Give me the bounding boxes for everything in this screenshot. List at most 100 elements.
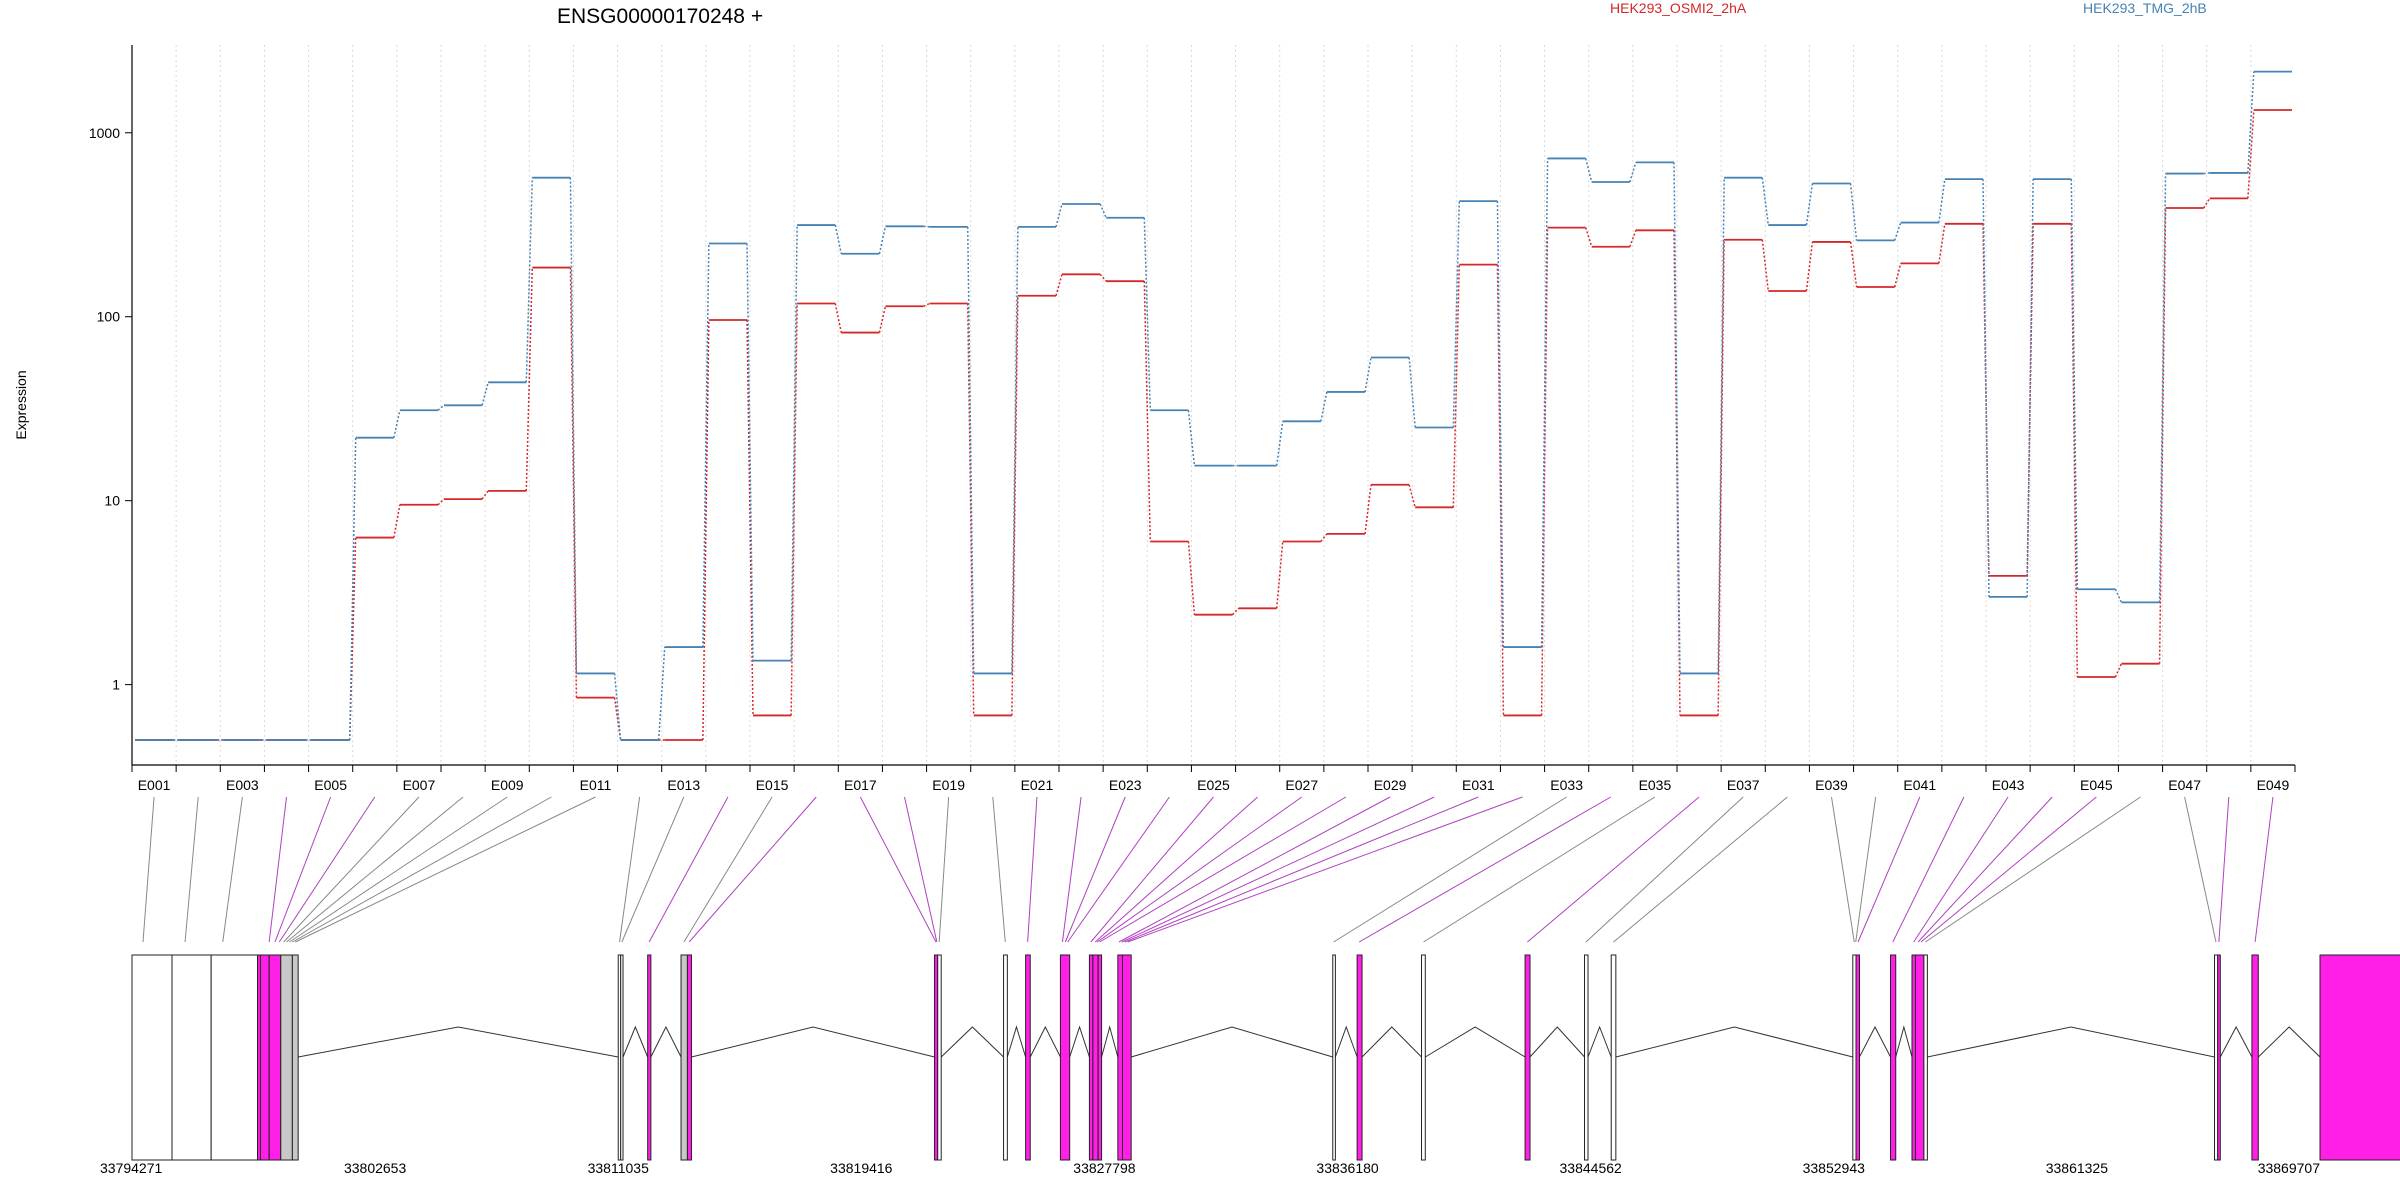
- exon-transition-line: [1982, 179, 1990, 597]
- exon-block: [280, 954, 293, 1161]
- exon-connector: [1917, 796, 2053, 943]
- exon-block: [1524, 954, 1531, 1161]
- exon-transition-line: [2026, 179, 2034, 597]
- y-axis-label: Expression: [13, 370, 29, 439]
- exon-connector: [619, 796, 641, 943]
- x-tick-label: E037: [1727, 777, 1760, 793]
- x-tick-label: E035: [1639, 777, 1672, 793]
- exon-transition-line: [1805, 241, 1814, 292]
- intron-line: [2257, 1026, 2321, 1058]
- exon-transition-line: [437, 404, 445, 411]
- intron-line: [1029, 1025, 1061, 1058]
- chart-title: ENSG00000170248 +: [557, 5, 763, 28]
- exon-connector: [1423, 796, 1656, 943]
- exon-block: [2251, 954, 2259, 1161]
- exon-connector: [2184, 796, 2217, 943]
- exon-transition-line: [569, 177, 578, 674]
- exon-connector: [1585, 796, 1744, 943]
- x-tick-label: E029: [1374, 777, 1407, 793]
- exon-transition-line: [966, 226, 975, 674]
- x-tick-label: E039: [1815, 777, 1848, 793]
- exon-block: [1117, 954, 1123, 1161]
- exon-connector: [184, 796, 199, 943]
- exon-block: [680, 954, 688, 1161]
- exon-block: [1097, 954, 1103, 1161]
- exon-transition-line: [1099, 273, 1107, 282]
- exon-block: [937, 954, 942, 1161]
- x-tick-label: E019: [932, 777, 965, 793]
- x-tick-label: E003: [226, 777, 259, 793]
- exon-connector: [2218, 796, 2230, 943]
- exon-transition-line: [1232, 607, 1240, 616]
- x-tick-label: E047: [2168, 777, 2201, 793]
- x-tick-label: E033: [1550, 777, 1583, 793]
- exon-block: [1890, 954, 1897, 1161]
- exon-connector: [283, 796, 420, 943]
- genomic-coordinate-label: 33836180: [1316, 1160, 1379, 1176]
- exon-transition-line: [1275, 421, 1284, 466]
- exon-connector: [2254, 796, 2274, 943]
- genomic-coordinate-label: 33819416: [830, 1160, 893, 1176]
- exon-transition-line: [657, 647, 666, 741]
- exon-connector: [1094, 796, 1258, 943]
- exon-connector: [274, 796, 332, 943]
- genomic-coordinate-label: 33869707: [2258, 1160, 2321, 1176]
- intron-line: [298, 1026, 619, 1058]
- exon-block: [1923, 954, 1928, 1161]
- legend-series-osmi2: HEK293_OSMI2_2hA: [1610, 0, 1747, 16]
- exon-transition-line: [790, 225, 798, 661]
- exon-block: [620, 954, 624, 1161]
- x-tick-label: E049: [2257, 777, 2290, 793]
- intron-line: [1425, 1026, 1526, 1058]
- exon-transition-line: [1011, 226, 1019, 674]
- genomic-coordinate-label: 33811035: [588, 1160, 649, 1176]
- exon-block: [1421, 954, 1426, 1161]
- exon-connector: [292, 796, 552, 943]
- exon-connector: [904, 796, 938, 943]
- exon-transition-line: [834, 224, 843, 254]
- genomic-coordinate-label: 33852943: [1803, 1160, 1866, 1176]
- exon-transition-line: [1143, 281, 1152, 542]
- exon-block: [2319, 954, 2400, 1161]
- genomic-coordinate-label: 33794271: [100, 1160, 163, 1176]
- gridlines: [175, 45, 2252, 765]
- exon-transition-line: [1320, 533, 1328, 542]
- exon-block: [268, 954, 282, 1161]
- exon-transition-line: [702, 243, 710, 648]
- exon-connector: [268, 796, 287, 943]
- x-tick-label: E017: [844, 777, 877, 793]
- exon-connector: [1925, 796, 2141, 943]
- exon-connector: [1127, 796, 1523, 943]
- exon-transition-line: [393, 410, 401, 438]
- intron-line: [1859, 1025, 1891, 1058]
- exon-transition-line: [348, 437, 357, 741]
- intron-line: [622, 1025, 649, 1058]
- exon-transition-line: [2114, 663, 2123, 678]
- x-tick-label: E045: [2080, 777, 2113, 793]
- intron-line: [1334, 1025, 1358, 1058]
- exon-connector: [1333, 796, 1567, 943]
- exon-transition-line: [1938, 178, 1946, 223]
- exon-transition-line: [746, 319, 754, 716]
- exon-connector: [1831, 796, 1855, 943]
- exon-transition-line: [878, 226, 887, 254]
- x-tick-label: E027: [1285, 777, 1318, 793]
- exon-transition-line: [1894, 222, 1902, 241]
- exon-transition-line: [1805, 183, 1814, 226]
- exon-transition-line: [1717, 177, 1725, 674]
- x-tick-label: E023: [1109, 777, 1142, 793]
- exon-transition-line: [2114, 588, 2123, 603]
- exon-transition-line: [1893, 263, 1902, 288]
- exon-transition-line: [613, 673, 622, 741]
- intron-line: [1895, 1025, 1913, 1058]
- exon-block: [210, 954, 259, 1161]
- exon-block: [1332, 954, 1336, 1161]
- exon-transition-line: [393, 504, 401, 538]
- exon-connector: [1118, 796, 1391, 943]
- exon-connector: [295, 796, 596, 943]
- exon-block: [1584, 954, 1589, 1161]
- exon-connector: [1855, 796, 1877, 943]
- series-osmi2: [135, 109, 2292, 741]
- exon-transition-line: [2070, 179, 2079, 590]
- exon-transition-line: [1629, 162, 1637, 183]
